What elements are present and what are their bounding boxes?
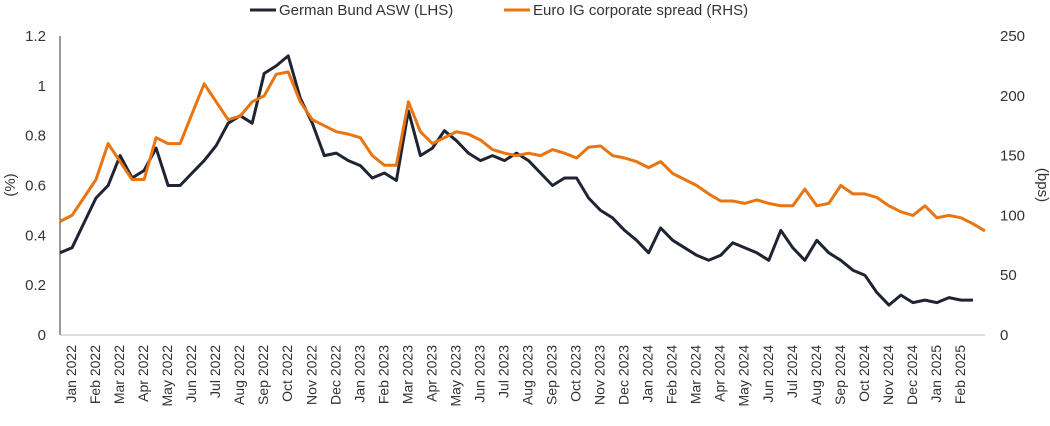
y-tick-left: 0 — [38, 327, 46, 344]
series-line-bund-asw — [59, 54, 973, 307]
y-tick-right: 100 — [1000, 207, 1025, 224]
x-tick: Feb 2023 — [375, 345, 391, 404]
x-tick: Apr 2023 — [423, 345, 439, 402]
x-tick: May 2024 — [736, 345, 752, 407]
x-tick: Aug 2023 — [520, 345, 536, 405]
x-tick: Jan 2022 — [63, 345, 79, 403]
x-tick: Nov 2024 — [880, 345, 896, 405]
y-tick-right: 250 — [1000, 28, 1025, 45]
x-tick: Apr 2022 — [135, 345, 151, 402]
y-tick-left: 1.2 — [25, 28, 46, 45]
x-tick: Aug 2024 — [808, 345, 824, 405]
y-axis-right-label: (bps) — [1034, 168, 1050, 202]
x-tick: Nov 2023 — [592, 345, 608, 405]
x-tick: May 2022 — [159, 345, 175, 407]
x-tick: Jun 2022 — [183, 345, 199, 403]
x-tick: Aug 2022 — [231, 345, 247, 405]
y-tick-right: 50 — [1000, 267, 1017, 284]
x-tick: Mar 2022 — [111, 345, 127, 404]
x-tick: Feb 2025 — [952, 345, 968, 404]
series-line-euro-ig-spread — [59, 70, 986, 233]
x-tick: Sep 2023 — [544, 345, 560, 405]
x-tick: Jan 2023 — [351, 345, 367, 403]
y-tick-right: 200 — [1000, 88, 1025, 105]
x-tick: Nov 2022 — [303, 345, 319, 405]
x-tick: Feb 2024 — [664, 345, 680, 404]
x-tick: Apr 2024 — [712, 345, 728, 402]
y-tick-right: 150 — [1000, 148, 1025, 165]
y-tick-left: 0.6 — [25, 178, 46, 195]
x-tick: Mar 2024 — [688, 345, 704, 404]
y-tick-left: 0.4 — [25, 227, 46, 244]
axes: 0 0.2 0.4 0.6 0.8 1 1.2 0 50 100 150 200 250 Jan 2022… — [25, 28, 1025, 406]
x-tick: Dec 2022 — [327, 345, 343, 405]
x-tick: Dec 2023 — [616, 345, 632, 405]
x-tick: Dec 2024 — [904, 345, 920, 405]
x-tick: Feb 2022 — [87, 345, 103, 404]
x-tick: Jun 2024 — [760, 345, 776, 403]
x-tick: Jul 2024 — [784, 345, 800, 398]
legend-label-ig: Euro IG corporate spread (RHS) — [533, 2, 748, 19]
x-tick: Jul 2023 — [495, 345, 511, 398]
x-tick: Sep 2024 — [832, 345, 848, 405]
x-tick: Mar 2023 — [399, 345, 415, 404]
x-tick: Oct 2023 — [568, 345, 584, 402]
x-tick: Jan 2024 — [640, 345, 656, 403]
x-tick: May 2023 — [447, 345, 463, 407]
legend: German Bund ASW (LHS) Euro IG corporate … — [250, 2, 748, 19]
x-tick: Jun 2023 — [471, 345, 487, 403]
y-axis-left-label: (%) — [2, 173, 19, 196]
x-tick: Sep 2022 — [255, 345, 271, 405]
y-tick-left: 0.2 — [25, 277, 46, 294]
x-tick: Oct 2022 — [279, 345, 295, 402]
y-tick-right: 0 — [1000, 327, 1008, 344]
y-tick-left: 1 — [38, 78, 46, 95]
series-lines — [59, 54, 986, 307]
legend-label-bund: German Bund ASW (LHS) — [279, 2, 453, 19]
x-tick: Jul 2022 — [207, 345, 223, 398]
x-tick: Oct 2024 — [856, 345, 872, 402]
y-tick-left: 0.8 — [25, 128, 46, 145]
x-tick: Jan 2025 — [928, 345, 944, 403]
